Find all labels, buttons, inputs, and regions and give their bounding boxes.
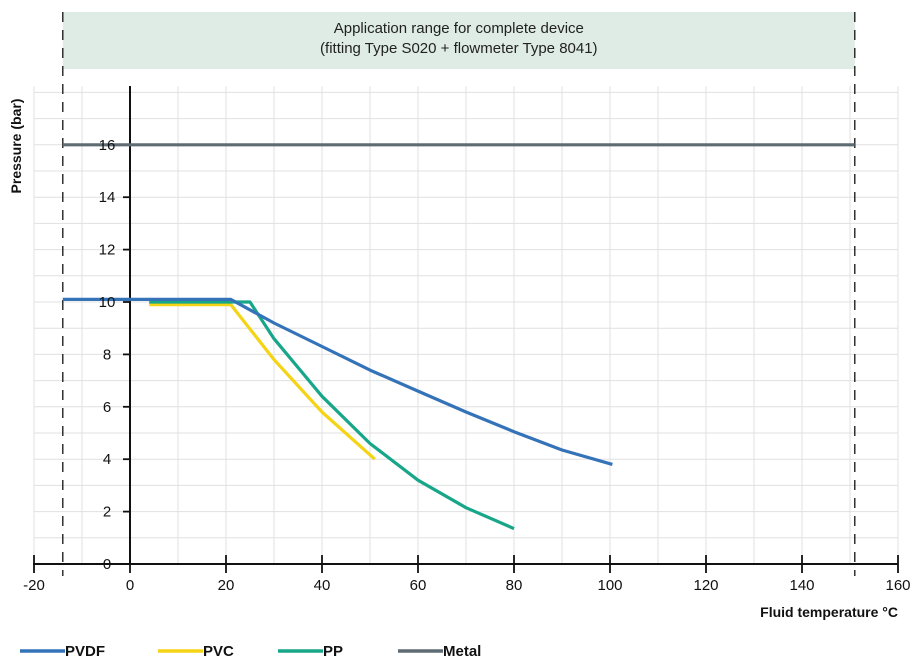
legend-label-metal: Metal	[443, 643, 481, 660]
y-tick-label: 14	[99, 189, 116, 206]
y-tick-label: 8	[103, 346, 111, 363]
y-tick-label: 4	[103, 451, 111, 468]
y-tick-label: 6	[103, 399, 111, 416]
series	[62, 143, 855, 531]
series-line-pvdf	[62, 297, 613, 466]
x-tick-label: -20	[23, 577, 45, 594]
y-tick-label: 0	[103, 556, 111, 573]
legend-label-pvdf: PVDF	[65, 643, 105, 660]
tick-labels: -20 0 20 40 60 80 100 120 140 160 0 2 4 6 8 10 12 14 16	[23, 137, 910, 594]
x-tick-label: 160	[885, 577, 910, 594]
x-tick-label: 0	[126, 577, 134, 594]
x-axis-title: Fluid temperature °C	[760, 604, 898, 620]
x-tick-label: 100	[597, 577, 622, 594]
y-tick-label: 12	[99, 242, 116, 259]
x-tick-label: 140	[789, 577, 814, 594]
x-tick-label: 60	[410, 577, 427, 594]
series-line-pvc	[149, 303, 376, 461]
legend: PVDF PVC PP Metal	[20, 643, 481, 660]
x-tick-label: 80	[506, 577, 523, 594]
grid	[33, 86, 899, 565]
banner-title-line1: Application range for complete device	[334, 20, 584, 37]
legend-label-pp: PP	[323, 643, 343, 660]
x-tick-label: 20	[218, 577, 235, 594]
banner-title-line2: (fitting Type S020 + flowmeter Type 8041…	[320, 40, 598, 57]
banner-background	[62, 12, 855, 69]
y-tick-label: 10	[99, 294, 116, 311]
y-tick-label: 16	[99, 137, 116, 154]
x-tick-label: 120	[693, 577, 718, 594]
y-axis-title: Pressure (bar)	[8, 99, 24, 194]
series-line-pp	[149, 300, 515, 531]
axes	[33, 86, 899, 573]
y-tick-label: 2	[103, 504, 111, 521]
application-range-banner: Application range for complete device (f…	[62, 12, 855, 69]
range-limit-lines	[62, 12, 856, 576]
x-tick-label: 40	[314, 577, 331, 594]
legend-label-pvc: PVC	[203, 643, 234, 660]
